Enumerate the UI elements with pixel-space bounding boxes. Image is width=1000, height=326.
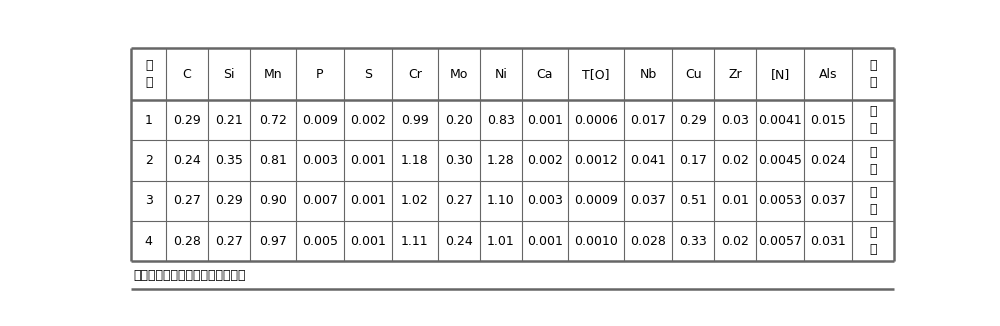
Text: [N]: [N] <box>770 67 790 81</box>
Text: 其
余: 其 余 <box>869 59 877 89</box>
Text: 2: 2 <box>145 154 153 167</box>
Text: 0.037: 0.037 <box>810 194 846 207</box>
Text: 0.29: 0.29 <box>173 114 201 127</box>
Text: 0.001: 0.001 <box>527 114 563 127</box>
Text: 0.005: 0.005 <box>302 235 338 248</box>
Text: 0.99: 0.99 <box>401 114 429 127</box>
Text: Cu: Cu <box>685 67 702 81</box>
Text: 0.02: 0.02 <box>721 235 749 248</box>
Text: S: S <box>364 67 372 81</box>
Text: 0.0053: 0.0053 <box>758 194 802 207</box>
Text: 0.35: 0.35 <box>215 154 243 167</box>
Text: 0.001: 0.001 <box>350 154 386 167</box>
Text: 0.0006: 0.0006 <box>574 114 618 127</box>
Text: 0.003: 0.003 <box>302 154 338 167</box>
Text: 0.001: 0.001 <box>527 235 563 248</box>
Text: 3: 3 <box>145 194 153 207</box>
Text: 0.21: 0.21 <box>215 114 243 127</box>
Text: 0.20: 0.20 <box>445 114 473 127</box>
Text: 0.007: 0.007 <box>302 194 338 207</box>
Text: Ni: Ni <box>494 67 507 81</box>
Text: 0.29: 0.29 <box>215 194 243 207</box>
Text: 1: 1 <box>145 114 153 127</box>
Text: 见
注: 见 注 <box>869 105 877 135</box>
Text: 0.0009: 0.0009 <box>574 194 618 207</box>
Text: 0.0041: 0.0041 <box>758 114 802 127</box>
Text: Ca: Ca <box>536 67 553 81</box>
Text: 0.037: 0.037 <box>631 194 666 207</box>
Text: Cr: Cr <box>408 67 422 81</box>
Text: 0.27: 0.27 <box>173 194 201 207</box>
Text: 1.10: 1.10 <box>487 194 515 207</box>
Text: Als: Als <box>819 67 837 81</box>
Text: 0.27: 0.27 <box>445 194 473 207</box>
Text: 0.30: 0.30 <box>445 154 473 167</box>
Text: 0.017: 0.017 <box>631 114 666 127</box>
Text: 序
号: 序 号 <box>145 59 152 89</box>
Text: 0.28: 0.28 <box>173 235 201 248</box>
Text: 1.11: 1.11 <box>401 235 429 248</box>
Text: 0.0010: 0.0010 <box>574 235 618 248</box>
Text: 0.51: 0.51 <box>679 194 707 207</box>
Text: T[O]: T[O] <box>582 67 610 81</box>
Text: 0.002: 0.002 <box>350 114 386 127</box>
Text: 1.01: 1.01 <box>487 235 515 248</box>
Text: Mn: Mn <box>264 67 282 81</box>
Text: 0.24: 0.24 <box>445 235 473 248</box>
Text: 见
注: 见 注 <box>869 226 877 256</box>
Text: 4: 4 <box>145 235 153 248</box>
Text: Nb: Nb <box>640 67 657 81</box>
Text: 0.27: 0.27 <box>215 235 243 248</box>
Text: 见
注: 见 注 <box>869 146 877 176</box>
Text: 0.90: 0.90 <box>259 194 287 207</box>
Text: Si: Si <box>223 67 235 81</box>
Text: Zr: Zr <box>728 67 742 81</box>
Text: 0.002: 0.002 <box>527 154 563 167</box>
Text: 0.02: 0.02 <box>721 154 749 167</box>
Text: P: P <box>316 67 324 81</box>
Text: 0.24: 0.24 <box>173 154 201 167</box>
Text: 0.29: 0.29 <box>679 114 707 127</box>
Text: 0.83: 0.83 <box>487 114 515 127</box>
Text: Mo: Mo <box>450 67 468 81</box>
Text: 0.33: 0.33 <box>679 235 707 248</box>
Text: 0.72: 0.72 <box>259 114 287 127</box>
Text: 0.81: 0.81 <box>259 154 287 167</box>
Text: 0.009: 0.009 <box>302 114 338 127</box>
Text: 0.001: 0.001 <box>350 194 386 207</box>
Text: 0.03: 0.03 <box>721 114 749 127</box>
Text: 0.028: 0.028 <box>631 235 666 248</box>
Text: 0.0057: 0.0057 <box>758 235 802 248</box>
Text: 1.02: 1.02 <box>401 194 429 207</box>
Text: 0.97: 0.97 <box>259 235 287 248</box>
Text: 1.28: 1.28 <box>487 154 515 167</box>
Text: 0.01: 0.01 <box>721 194 749 207</box>
Text: 0.041: 0.041 <box>631 154 666 167</box>
Text: 0.024: 0.024 <box>810 154 846 167</box>
Text: 0.015: 0.015 <box>810 114 846 127</box>
Text: 0.0012: 0.0012 <box>574 154 618 167</box>
Text: 0.001: 0.001 <box>350 235 386 248</box>
Text: 注：其余为铁和残余的微量杂质。: 注：其余为铁和残余的微量杂质。 <box>134 269 246 282</box>
Text: 0.003: 0.003 <box>527 194 563 207</box>
Text: 0.17: 0.17 <box>679 154 707 167</box>
Text: 0.0045: 0.0045 <box>758 154 802 167</box>
Text: 1.18: 1.18 <box>401 154 429 167</box>
Text: 见
注: 见 注 <box>869 186 877 216</box>
Text: C: C <box>183 67 191 81</box>
Text: 0.031: 0.031 <box>810 235 846 248</box>
